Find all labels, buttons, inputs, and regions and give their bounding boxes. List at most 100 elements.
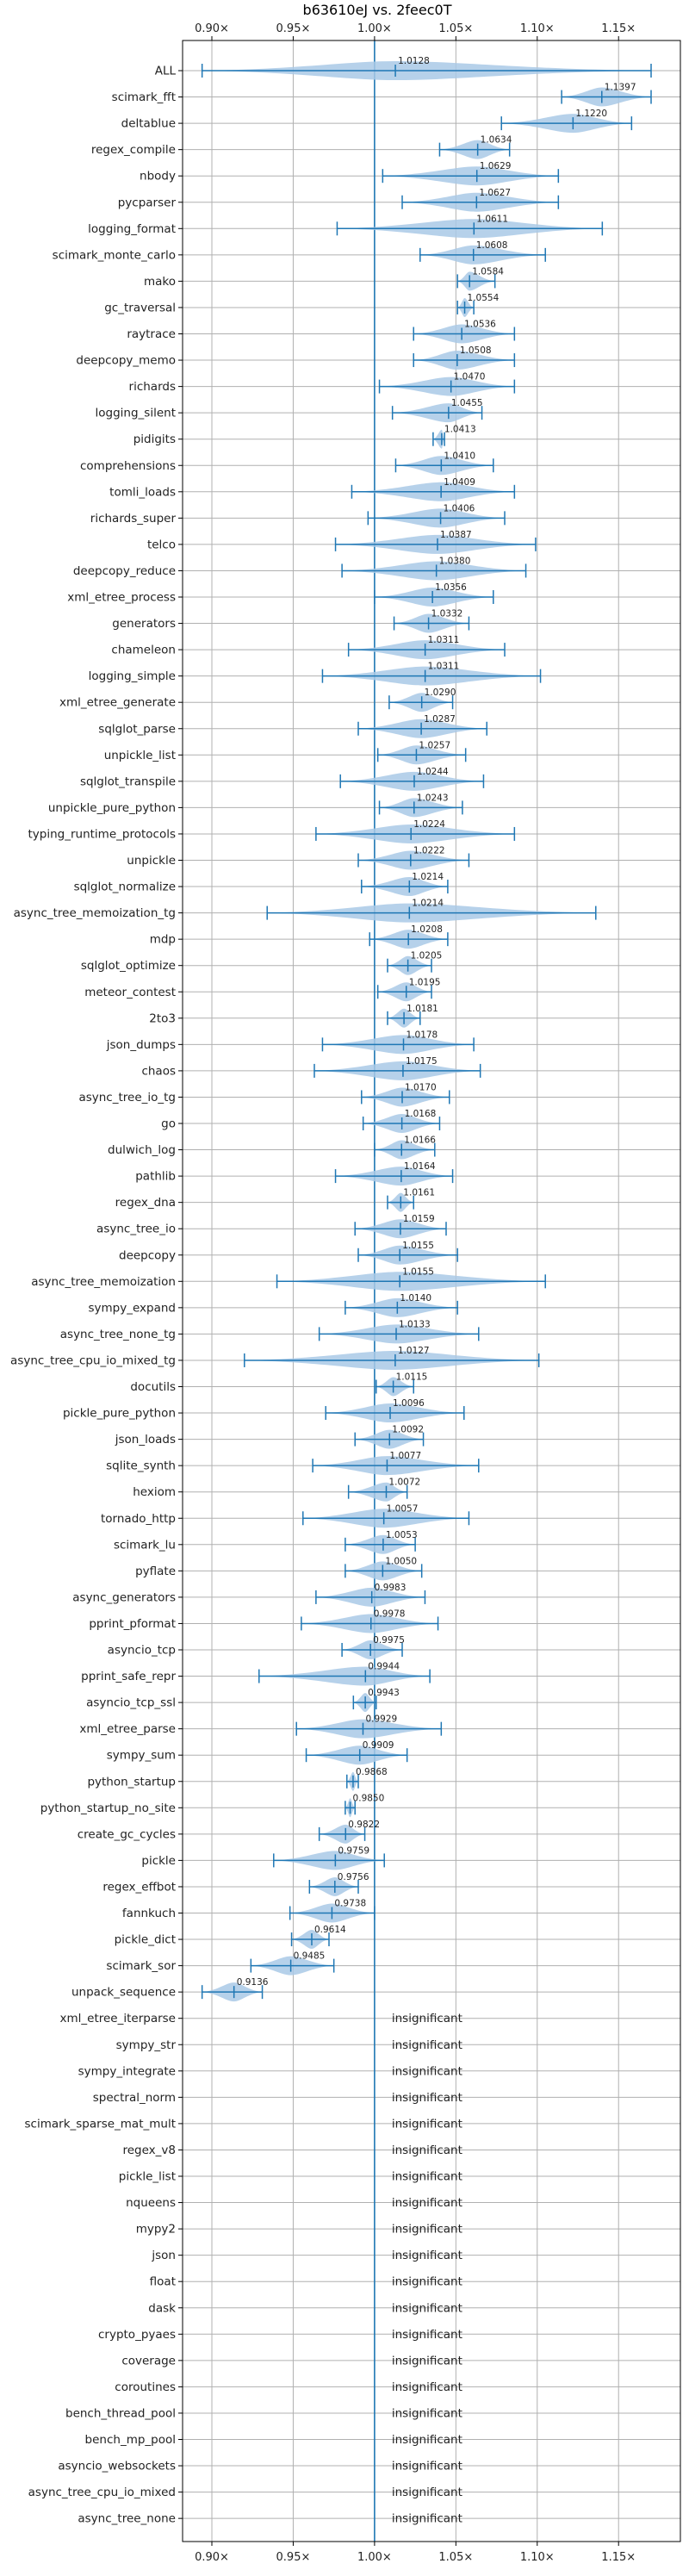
y-tick-label: async_tree_none: [78, 2512, 176, 2526]
y-tick-label: sympy_sum: [107, 1749, 176, 1763]
y-tick-label: async_tree_cpu_io_mixed: [28, 2486, 176, 2499]
value-label: 1.0140: [400, 1293, 431, 1304]
insignificant-label: insignificant: [392, 2512, 462, 2526]
value-label: 1.0406: [444, 503, 475, 513]
x-tick-label-top: 1.10×: [520, 22, 555, 35]
value-label: 1.0092: [392, 1425, 424, 1435]
value-label: 1.0470: [454, 372, 486, 383]
y-tick-label: scimark_sparse_mat_mult: [25, 2117, 176, 2131]
labels: 1.0128 1.1397 1.1220 1.0634 1.0629 1.0627 1.06…: [237, 56, 636, 2526]
y-tick-label: asyncio_websockets: [58, 2460, 176, 2473]
insignificant-label: insignificant: [392, 2406, 462, 2420]
value-label: 1.0380: [439, 556, 471, 566]
y-tick-label: pyflate: [135, 1565, 176, 1578]
value-label: 1.0409: [444, 477, 475, 488]
y-tick-label: logging_simple: [89, 669, 176, 683]
y-tick-label: sqlglot_normalize: [74, 880, 176, 894]
value-label: 1.0205: [411, 951, 443, 961]
value-label: 1.0243: [417, 793, 449, 803]
y-tick-label: crypto_pyaes: [98, 2328, 176, 2342]
value-label: 1.0214: [412, 872, 444, 882]
y-tick-label: raytrace: [127, 327, 176, 341]
y-tick-label: go: [161, 1117, 176, 1131]
y-tick-label: async_tree_memoization_tg: [14, 906, 176, 920]
y-tick-label: unpickle: [127, 854, 176, 868]
y-tick-label: python_startup_no_site: [40, 1801, 176, 1815]
y-tick-label: spectral_norm: [93, 2091, 176, 2105]
value-label: 1.0536: [464, 320, 496, 330]
y-tick-label: 2to3: [149, 1011, 176, 1025]
x-tick-label-top: 1.00×: [357, 22, 392, 35]
y-tick-label: telco: [147, 538, 176, 551]
y-tick-label: xml_etree_process: [67, 591, 176, 605]
value-label: 1.0181: [407, 1004, 438, 1014]
value-label: 1.0168: [405, 1109, 437, 1119]
value-label: 1.0290: [425, 688, 456, 698]
x-tick-label-top: 0.95×: [276, 22, 311, 35]
value-label: 0.9975: [373, 1635, 405, 1646]
value-label: 0.9738: [334, 1899, 366, 1909]
value-label: 1.0072: [388, 1478, 420, 1488]
y-tick-label: json: [151, 2249, 176, 2262]
plot-frame: [182, 40, 681, 2542]
y-tick-label: logging_format: [88, 222, 176, 236]
y-tick-label: docutils: [130, 1380, 176, 1394]
y-tick-label: json_loads: [115, 1433, 176, 1447]
y-tick-label: comprehensions: [80, 459, 176, 473]
value-label: 1.0455: [451, 398, 483, 408]
value-label: 0.9983: [375, 1583, 407, 1593]
insignificant-label: insignificant: [392, 2249, 462, 2262]
y-tick-label: generators: [112, 617, 176, 631]
insignificant-label: insignificant: [392, 2275, 462, 2289]
x-tick-label-top: 1.05×: [438, 22, 473, 35]
y-tick-label: sympy_expand: [88, 1301, 176, 1315]
y-tick-label: sqlglot_transpile: [80, 775, 176, 788]
y-tick-label: fannkuch: [122, 1907, 176, 1920]
value-label: 1.1220: [575, 109, 607, 119]
value-label: 1.0050: [385, 1556, 417, 1566]
value-label: 1.0413: [444, 425, 476, 435]
insignificant-label: insignificant: [392, 2012, 462, 2025]
value-label: 1.0287: [424, 714, 456, 725]
x-tick-label-bottom: 0.95×: [276, 2551, 311, 2564]
insignificant-label: insignificant: [392, 2170, 462, 2184]
value-label: 1.0608: [476, 240, 508, 251]
value-label: 1.0387: [440, 530, 472, 540]
value-label: 1.0133: [399, 1319, 431, 1329]
value-label: 0.9929: [365, 1714, 397, 1725]
insignificant-label: insignificant: [392, 2091, 462, 2105]
y-tick-label: regex_effbot: [102, 1880, 176, 1894]
value-label: 1.0115: [396, 1372, 428, 1383]
value-label: 1.0170: [405, 1082, 437, 1092]
value-label: 1.0175: [406, 1056, 438, 1067]
y-tick-label: async_tree_io: [96, 1223, 176, 1236]
y-tick-label: coroutines: [115, 2380, 176, 2394]
x-tick-label-top: 1.15×: [601, 22, 636, 35]
value-label: 1.0159: [403, 1214, 435, 1224]
y-tick-label: asyncio_tcp_ssl: [86, 1696, 176, 1710]
value-label: 0.9136: [237, 1977, 269, 1988]
y-tick-label: async_tree_io_tg: [78, 1091, 176, 1104]
y-tick-label: python_startup: [87, 1775, 176, 1789]
y-tick-label: richards: [129, 380, 176, 394]
x-tick-label-bottom: 1.05×: [438, 2551, 473, 2564]
y-tick-label: unpack_sequence: [71, 1986, 176, 2000]
y-tick-label: dulwich_log: [108, 1143, 176, 1157]
y-tick-label: pathlib: [135, 1170, 176, 1184]
value-label: 1.0164: [404, 1161, 436, 1172]
y-tick-label: deepcopy_reduce: [73, 564, 176, 578]
y-tick-label: regex_v8: [122, 2144, 176, 2157]
value-label: 0.9485: [294, 1951, 326, 1962]
value-label: 1.0155: [402, 1241, 434, 1251]
y-tick-label: deepcopy_memo: [76, 354, 176, 368]
y-tick-label: sqlglot_optimize: [81, 959, 176, 973]
value-label: 0.9978: [374, 1608, 406, 1619]
value-label: 0.9943: [368, 1688, 400, 1698]
y-tick-label: gc_traversal: [104, 301, 176, 314]
y-tick-label: sympy_str: [116, 2038, 177, 2052]
value-label: 1.0155: [402, 1266, 434, 1277]
insignificant-label: insignificant: [392, 2433, 462, 2447]
axes: 0.90× 0.90× 0.95× 0.95× 1.00× 1.00× 1.05× 1.05×…: [10, 22, 636, 2564]
x-tick-label-bottom: 1.10×: [520, 2551, 555, 2564]
value-label: 0.9909: [363, 1740, 394, 1751]
